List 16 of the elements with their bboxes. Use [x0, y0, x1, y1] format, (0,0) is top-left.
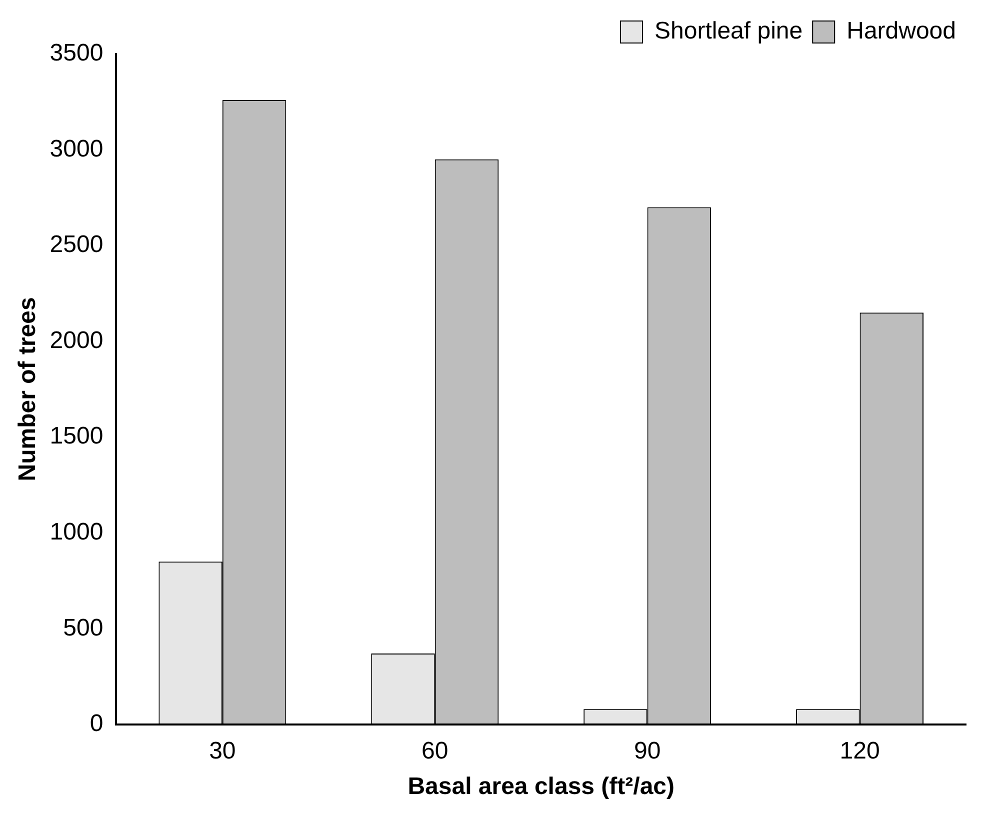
- legend-label: Hardwood: [846, 18, 956, 45]
- y-tick-label: 3500: [50, 40, 104, 67]
- y-tick-label: 1000: [50, 518, 104, 546]
- y-tick-label: 2500: [50, 231, 104, 258]
- x-axis-title: Basal area class (ft²/ac): [408, 773, 674, 800]
- y-axis-title: Number of trees: [14, 297, 42, 482]
- y-tick-label: 0: [90, 710, 104, 738]
- x-tick-label: 30: [209, 737, 236, 764]
- y-tick-label: 1500: [50, 422, 104, 450]
- x-tick-label: 90: [634, 737, 661, 764]
- y-tick-label: 3000: [50, 135, 104, 162]
- x-tick-label: 60: [422, 737, 448, 764]
- legend-label: Shortleaf pine: [654, 18, 803, 45]
- y-tick-label: 2000: [50, 326, 104, 354]
- y-tick-label: 500: [63, 614, 104, 642]
- x-tick-label: 120: [840, 737, 880, 764]
